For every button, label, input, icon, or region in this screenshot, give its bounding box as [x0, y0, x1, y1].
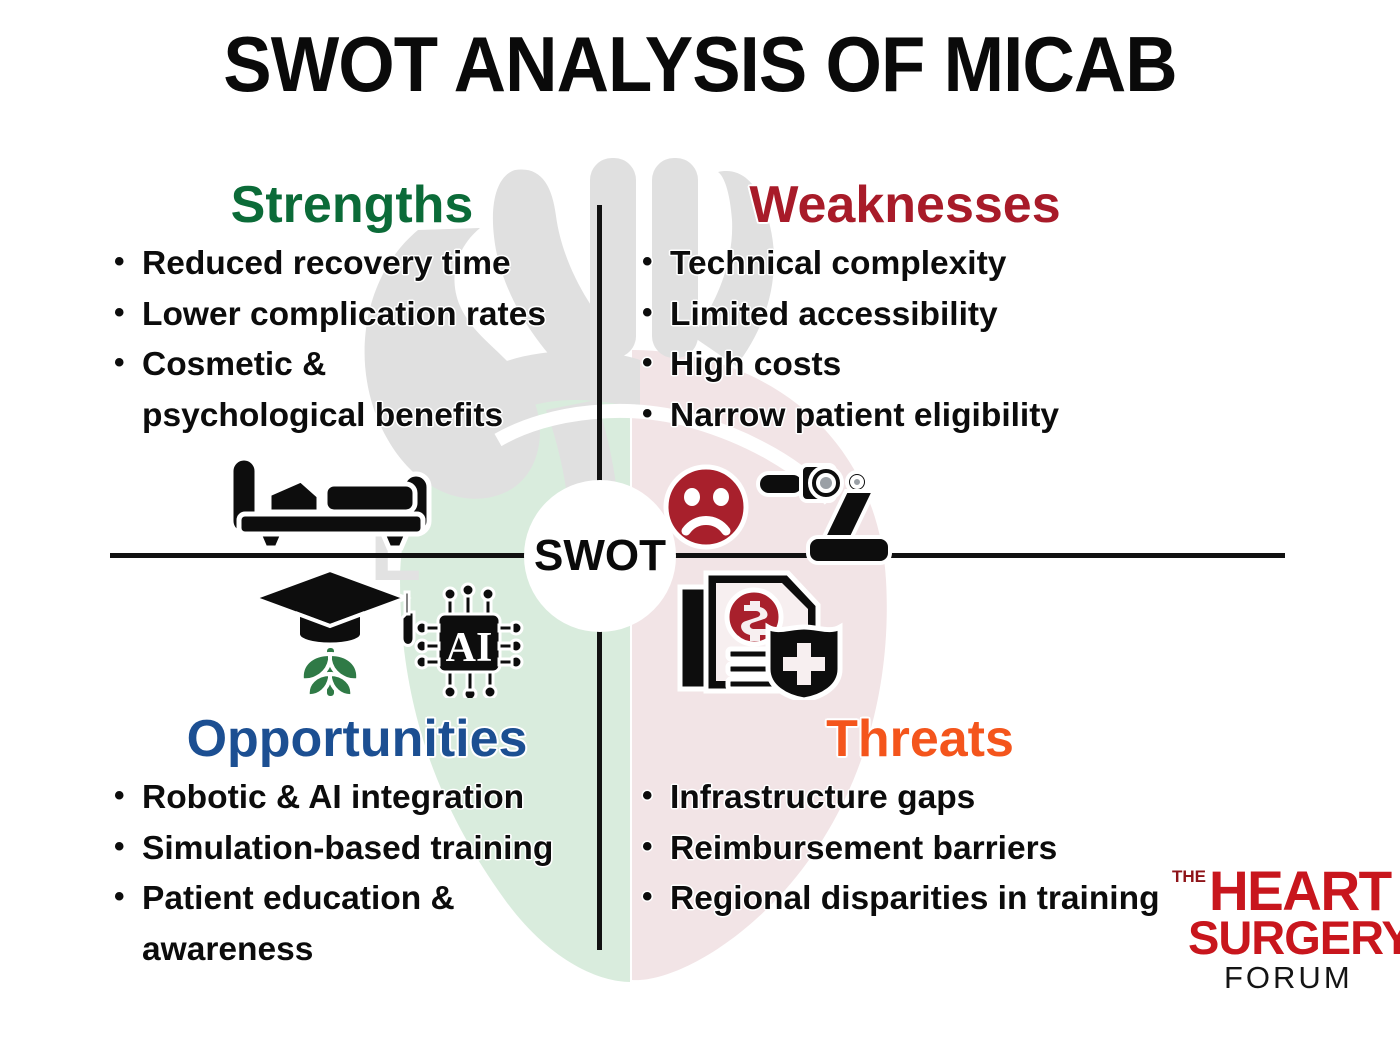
- list-item: Lower complication rates: [112, 290, 592, 341]
- graduation-cap-sprout-icon: [258, 568, 412, 698]
- opportunities-heading: Opportunities: [186, 710, 528, 768]
- quadrant-threats: Threats Infrastructure gaps Reimbursemen…: [640, 710, 1200, 926]
- logo-forum: FORUM: [1224, 960, 1353, 996]
- threats-heading: Threats: [826, 710, 1015, 768]
- list-item: Technical complexity: [640, 239, 1170, 290]
- quadrant-strengths: Strengths Reduced recovery time Lower co…: [112, 176, 592, 443]
- list-item: Robotic & AI integration: [112, 773, 602, 824]
- list-item: Infrastructure gaps: [640, 773, 1200, 824]
- logo-the: THE: [1172, 867, 1206, 886]
- threats-list: Infrastructure gaps Reimbursement barrie…: [640, 773, 1200, 926]
- quadrant-weaknesses: Weaknesses Technical complexity Limited …: [640, 176, 1170, 443]
- opportunities-list: Robotic & AI integration Simulation-base…: [112, 773, 602, 977]
- heart-surgery-forum-logo: THE HEART SURGERY FORUM: [1172, 863, 1400, 996]
- sad-face-icon: [663, 464, 749, 550]
- list-item: Limited accessibility: [640, 290, 1170, 341]
- list-item: High costs: [640, 340, 1170, 391]
- ai-chip-label: AI: [446, 625, 493, 671]
- list-item: Patient education & awareness: [112, 874, 602, 976]
- quadrant-opportunities: Opportunities Robotic & AI integration S…: [112, 710, 602, 977]
- strengths-heading: Strengths: [230, 176, 474, 234]
- logo-heart: HEART: [1209, 859, 1392, 922]
- list-item: Regional disparities in training: [640, 874, 1200, 925]
- strengths-list: Reduced recovery time Lower complication…: [112, 239, 592, 443]
- list-item: Narrow patient eligibility: [640, 391, 1170, 442]
- weaknesses-list: Technical complexity Limited accessibili…: [640, 239, 1170, 443]
- list-item: Reduced recovery time: [112, 239, 592, 290]
- medical-bill-shield-icon: [677, 570, 843, 700]
- list-item: Reimbursement barriers: [640, 824, 1200, 875]
- swot-center-label: SWOT: [524, 480, 676, 632]
- robotic-arm-icon: [756, 463, 892, 565]
- list-item: Cosmetic & psychological benefits: [112, 340, 592, 442]
- horizontal-divider: [110, 553, 1285, 558]
- ai-chip-icon: AI: [400, 582, 524, 698]
- logo-surgery: SURGERY: [1188, 910, 1400, 964]
- list-item: Simulation-based training: [112, 824, 602, 875]
- weaknesses-heading: Weaknesses: [749, 176, 1061, 234]
- page-title: SWOT ANALYSIS OF MICAB: [223, 20, 1177, 108]
- hospital-bed-icon: [228, 455, 432, 553]
